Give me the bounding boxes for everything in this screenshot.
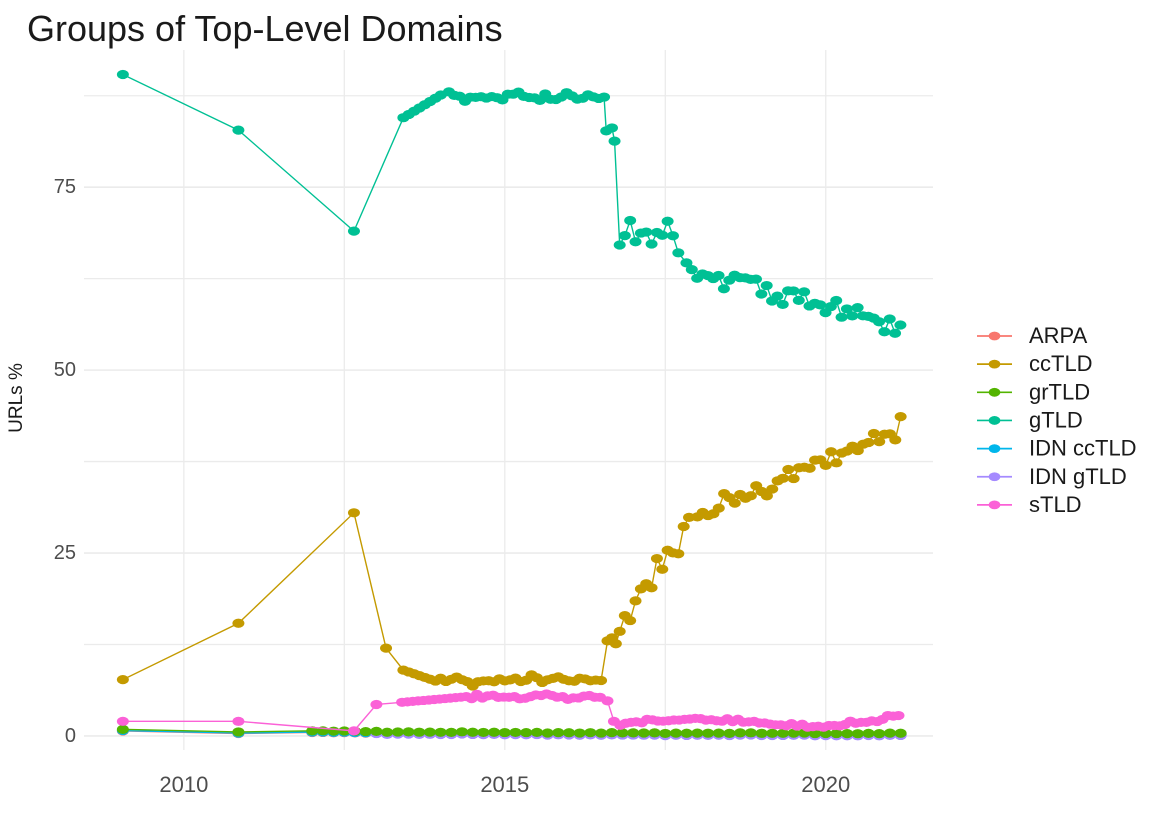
svg-text:IDN ccTLD: IDN ccTLD [1029, 436, 1137, 461]
svg-text:sTLD: sTLD [1029, 492, 1082, 517]
svg-text:0: 0 [65, 725, 76, 747]
svg-text:IDN gTLD: IDN gTLD [1029, 464, 1127, 489]
svg-text:URLs %: URLs % [6, 363, 27, 433]
svg-text:gTLD: gTLD [1029, 407, 1083, 432]
svg-text:ccTLD: ccTLD [1029, 351, 1093, 376]
svg-text:75: 75 [54, 176, 76, 198]
svg-text:50: 50 [54, 359, 76, 381]
svg-text:2015: 2015 [480, 772, 529, 797]
svg-text:2010: 2010 [159, 772, 208, 797]
svg-text:ARPA: ARPA [1029, 323, 1088, 348]
svg-text:25: 25 [54, 542, 76, 564]
svg-text:2020: 2020 [801, 772, 850, 797]
svg-text:grTLD: grTLD [1029, 379, 1090, 404]
